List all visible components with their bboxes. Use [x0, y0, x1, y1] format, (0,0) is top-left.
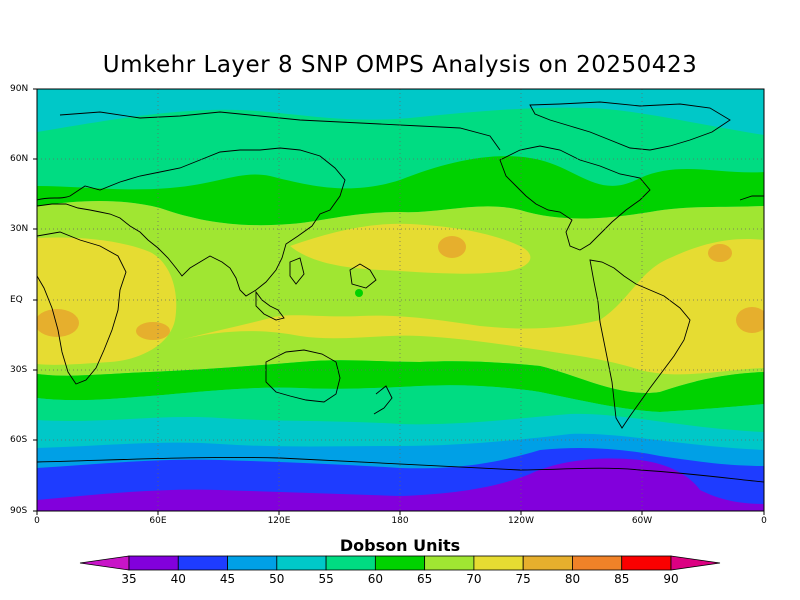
- colorbar-tick-label: 60: [367, 572, 383, 586]
- lat-label-eq: EQ: [10, 295, 23, 305]
- lon-label-0-west: 0: [34, 516, 40, 526]
- colorbar-tick-label: 45: [219, 572, 236, 586]
- colorbar-tick-label: 50: [269, 572, 285, 586]
- colorbar-tick-label: 35: [121, 572, 137, 586]
- axis-ticks: [33, 88, 765, 515]
- lon-label-120e: 120E: [267, 516, 291, 526]
- coastlines: [37, 101, 764, 483]
- colorbar-tick-label: 75: [515, 572, 531, 586]
- lat-label-60s: 60S: [10, 435, 28, 445]
- contour-fill: [37, 89, 764, 511]
- colorbar: [79, 555, 721, 571]
- colorbar-tick-label: 40: [170, 572, 186, 586]
- colorbar-title: Dobson Units: [339, 536, 461, 555]
- colorbar-box: [227, 555, 278, 571]
- lon-label-120w: 120W: [507, 516, 535, 526]
- colorbar-box: [325, 555, 376, 571]
- lon-label-180: 180: [391, 516, 409, 526]
- lat-label-90n: 90N: [10, 84, 29, 94]
- lon-label-60w: 60W: [631, 516, 653, 526]
- lat-label-60n: 60N: [10, 154, 29, 164]
- colorbar-box: [128, 555, 179, 571]
- colorbar-box: [522, 555, 573, 571]
- colorbar-box: [177, 555, 228, 571]
- lat-label-30s: 30S: [10, 365, 28, 375]
- colorbar-tick-label: 80: [564, 572, 581, 586]
- lon-label-60e: 60E: [149, 516, 167, 526]
- lat-label-90s: 90S: [10, 506, 28, 516]
- colorbar-box: [473, 555, 524, 571]
- lon-label-0-east: 0: [761, 516, 767, 526]
- colorbar-box: [424, 555, 475, 571]
- colorbar-box: [572, 555, 623, 571]
- colorbar-right-triangle: [670, 555, 721, 571]
- colorbar-tick-label: 65: [416, 572, 433, 586]
- colorbar-tick-label: 70: [466, 572, 482, 586]
- colorbar-tick-label: 90: [663, 572, 679, 586]
- colorbar-box: [374, 555, 426, 571]
- colorbar-left-triangle: [79, 555, 130, 571]
- lat-label-30n: 30N: [10, 224, 29, 234]
- colorbar-tick-label: 55: [318, 572, 334, 586]
- colorbar-box: [276, 555, 327, 571]
- colorbar-box: [621, 555, 672, 571]
- colorbar-tick-label: 85: [614, 572, 630, 586]
- map-title: Umkehr Layer 8 SNP OMPS Analysis on 2025…: [102, 52, 698, 78]
